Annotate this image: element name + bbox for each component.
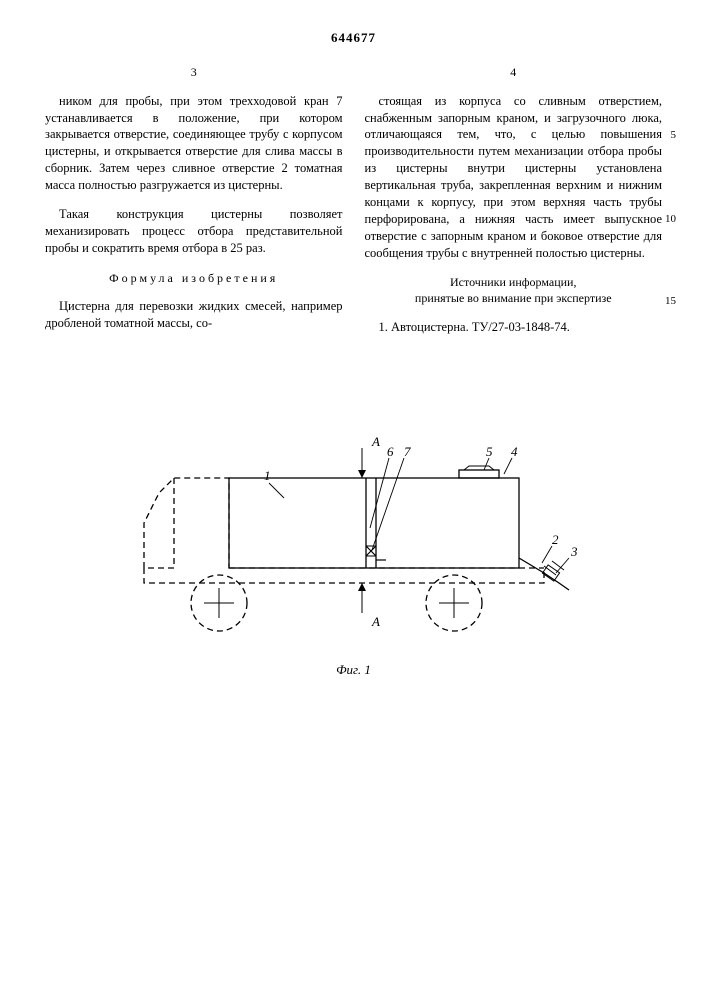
- label-5: 5: [486, 444, 493, 459]
- left-column: 3 ником для пробы, при этом трехходовой …: [45, 64, 343, 348]
- right-p1: стоящая из корпуса со сливным отверстием…: [365, 93, 663, 262]
- leader-2: [542, 546, 552, 563]
- text-columns: 3 ником для пробы, при этом трехходовой …: [45, 64, 662, 348]
- left-p2: Такая конструкция цистерны позволяет мех…: [45, 206, 343, 257]
- line-mark-15: 15: [665, 294, 676, 309]
- document-number: 644677: [45, 30, 662, 46]
- left-p1: ником для пробы, при этом трехходовой кр…: [45, 93, 343, 194]
- line-mark-5: 5: [671, 128, 677, 143]
- label-7: 7: [404, 444, 411, 459]
- figure-1: 1 А 6 7 5 4 2 3 А: [45, 428, 662, 658]
- pipe-valve-icon: [366, 546, 376, 556]
- label-3: 3: [570, 544, 578, 559]
- truck-chassis: [144, 568, 544, 583]
- label-4: 4: [511, 444, 518, 459]
- truck-diagram-svg: 1 А 6 7 5 4 2 3 А: [114, 428, 594, 658]
- label-A-bot: А: [371, 614, 380, 629]
- figure-caption: Фиг. 1: [45, 662, 662, 678]
- sources-item: 1. Автоцистерна. ТУ/27-03-1848-74.: [365, 319, 663, 336]
- label-1: 1: [264, 468, 271, 483]
- sources-title: Источники информации,: [365, 274, 663, 290]
- sources-sub: принятые во внимание при экспертизе: [365, 290, 663, 306]
- drain-valve-handle: [544, 561, 564, 575]
- leader-1: [269, 483, 284, 498]
- label-2: 2: [552, 532, 559, 547]
- label-6: 6: [387, 444, 394, 459]
- col-num-right: 4: [365, 64, 663, 80]
- tank-hatch: [459, 470, 499, 478]
- leader-6: [370, 458, 389, 528]
- formula-title: Формула изобретения: [45, 270, 343, 286]
- line-mark-10: 10: [665, 212, 676, 227]
- leader-5: [484, 458, 489, 470]
- section-a-bot-arrow: [358, 583, 366, 591]
- col-num-left: 3: [45, 64, 343, 80]
- left-p3: Цистерна для перевозки жидких смесей, на…: [45, 298, 343, 332]
- right-column: 4 5 10 15 стоящая из корпуса со сливным …: [365, 64, 663, 348]
- label-A-top: А: [371, 434, 380, 449]
- leader-4: [504, 458, 512, 474]
- section-a-top-arrow: [358, 470, 366, 478]
- truck-cab-outline: [144, 478, 229, 568]
